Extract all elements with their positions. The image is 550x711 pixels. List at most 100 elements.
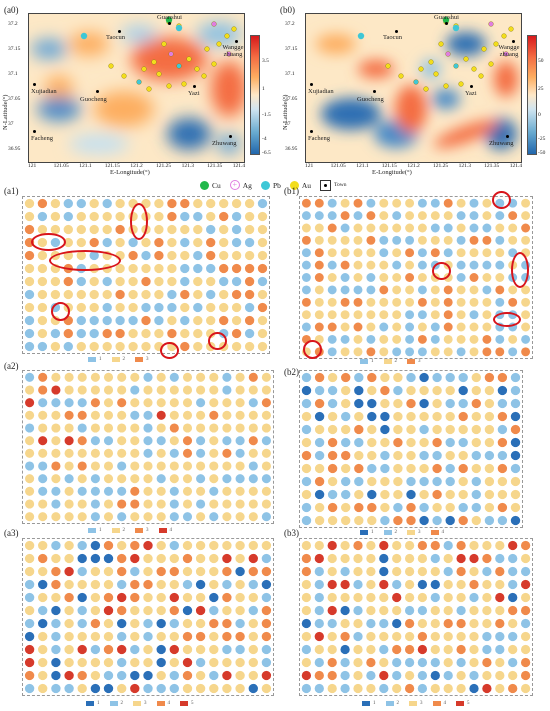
grid-dot bbox=[64, 410, 74, 420]
grid-dot bbox=[182, 605, 193, 616]
grid-dot bbox=[353, 605, 363, 616]
grid-dot bbox=[103, 644, 114, 655]
grid-dot bbox=[495, 670, 505, 681]
grid-dot bbox=[244, 315, 255, 326]
grid-dot bbox=[76, 289, 86, 300]
grid-dot bbox=[469, 322, 479, 332]
grid-legend-a3: 1 2 3 4 5 bbox=[86, 699, 204, 708]
grid-dot bbox=[327, 372, 338, 383]
grid-dot bbox=[156, 512, 166, 522]
grid-dot bbox=[24, 315, 35, 326]
y-tick-label: 37.15 bbox=[285, 46, 298, 52]
highlight-ring bbox=[493, 312, 521, 327]
grid-dot bbox=[456, 334, 466, 344]
grid-dot bbox=[167, 250, 177, 261]
grid-dot bbox=[379, 273, 389, 282]
grid-dot bbox=[169, 644, 179, 655]
grid-dot bbox=[484, 398, 495, 409]
grid-dot bbox=[419, 489, 429, 500]
grid-dot bbox=[510, 385, 521, 396]
grid-dot bbox=[76, 237, 86, 248]
grid-dot bbox=[248, 448, 258, 458]
grid-dot bbox=[392, 297, 402, 307]
cu-dot-icon bbox=[200, 180, 209, 190]
grid-dot bbox=[458, 515, 468, 526]
grid-dot bbox=[117, 512, 127, 522]
grid-dot bbox=[261, 474, 271, 484]
grid-dot bbox=[327, 310, 337, 320]
grid-dot bbox=[37, 276, 48, 287]
grid-dot bbox=[222, 486, 232, 496]
grid-dot bbox=[50, 289, 61, 300]
grid-dot bbox=[169, 474, 179, 484]
grid-dot bbox=[90, 657, 101, 668]
grid-dot bbox=[193, 198, 203, 209]
grid-dot bbox=[508, 631, 518, 642]
grid-dot bbox=[495, 540, 505, 551]
highlight-ring bbox=[492, 191, 511, 209]
grid-dot bbox=[366, 248, 376, 258]
grid-dot bbox=[327, 670, 337, 681]
grid-dot bbox=[520, 644, 531, 655]
grid-dot bbox=[257, 211, 268, 222]
grid-dot bbox=[327, 198, 337, 208]
grid-dot bbox=[196, 486, 206, 496]
grid-dot bbox=[366, 592, 376, 603]
grid-dot bbox=[380, 463, 390, 474]
grid-dot bbox=[327, 223, 337, 233]
grid-dot bbox=[314, 618, 324, 629]
town-label: Guocheng bbox=[80, 96, 107, 103]
grid-dot bbox=[379, 310, 389, 320]
grid-dot bbox=[366, 657, 376, 668]
grid-dot bbox=[445, 515, 455, 526]
grid-dot bbox=[143, 372, 153, 382]
town-marker bbox=[33, 130, 36, 133]
grid-dot bbox=[392, 631, 402, 642]
grid-dot bbox=[89, 302, 99, 313]
grid-dot bbox=[456, 618, 466, 629]
grid-dot bbox=[261, 618, 272, 629]
grid-dot bbox=[443, 644, 453, 655]
grid-dot bbox=[430, 553, 440, 564]
grid-dot bbox=[419, 476, 429, 487]
grid-dot bbox=[354, 398, 364, 409]
colorbar-tick: 3.5 bbox=[262, 58, 269, 64]
grid-dot bbox=[393, 372, 403, 383]
grid-dot bbox=[90, 474, 100, 484]
grid-dot bbox=[327, 553, 337, 564]
grid-dot bbox=[156, 683, 166, 694]
grid-dot bbox=[379, 644, 389, 655]
grid-dot bbox=[379, 657, 389, 668]
grid-dot bbox=[405, 198, 415, 208]
grid-dot bbox=[301, 657, 312, 668]
grid-dot bbox=[51, 385, 61, 395]
grid-dot bbox=[366, 223, 376, 233]
grid-dot bbox=[341, 489, 351, 500]
grid-dot bbox=[169, 553, 179, 564]
grid-dot bbox=[354, 372, 364, 383]
grid-dot bbox=[482, 198, 492, 208]
grid-dot bbox=[235, 512, 245, 522]
grid-dot bbox=[392, 347, 402, 357]
grid-dot bbox=[469, 273, 479, 282]
grid-dot bbox=[209, 385, 219, 395]
grid-dot bbox=[117, 423, 127, 433]
grid-dot bbox=[301, 540, 312, 551]
grid-dot bbox=[327, 657, 337, 668]
grid-dot bbox=[64, 398, 74, 408]
grid-dot bbox=[196, 436, 206, 446]
grid-dot bbox=[482, 566, 492, 577]
grid-dot bbox=[432, 450, 442, 461]
grid-dot bbox=[366, 285, 376, 295]
grid-dot bbox=[115, 198, 125, 209]
grid-dot bbox=[301, 424, 312, 435]
grid-dot bbox=[469, 579, 479, 590]
grid-dot bbox=[103, 398, 114, 408]
grid-dot bbox=[314, 211, 324, 221]
grid-dot bbox=[141, 315, 151, 326]
grid-dot bbox=[64, 553, 74, 564]
grid-dot bbox=[417, 631, 428, 642]
grid-dot bbox=[156, 372, 166, 382]
grid-dot bbox=[340, 211, 350, 221]
grid-dot bbox=[257, 302, 268, 313]
